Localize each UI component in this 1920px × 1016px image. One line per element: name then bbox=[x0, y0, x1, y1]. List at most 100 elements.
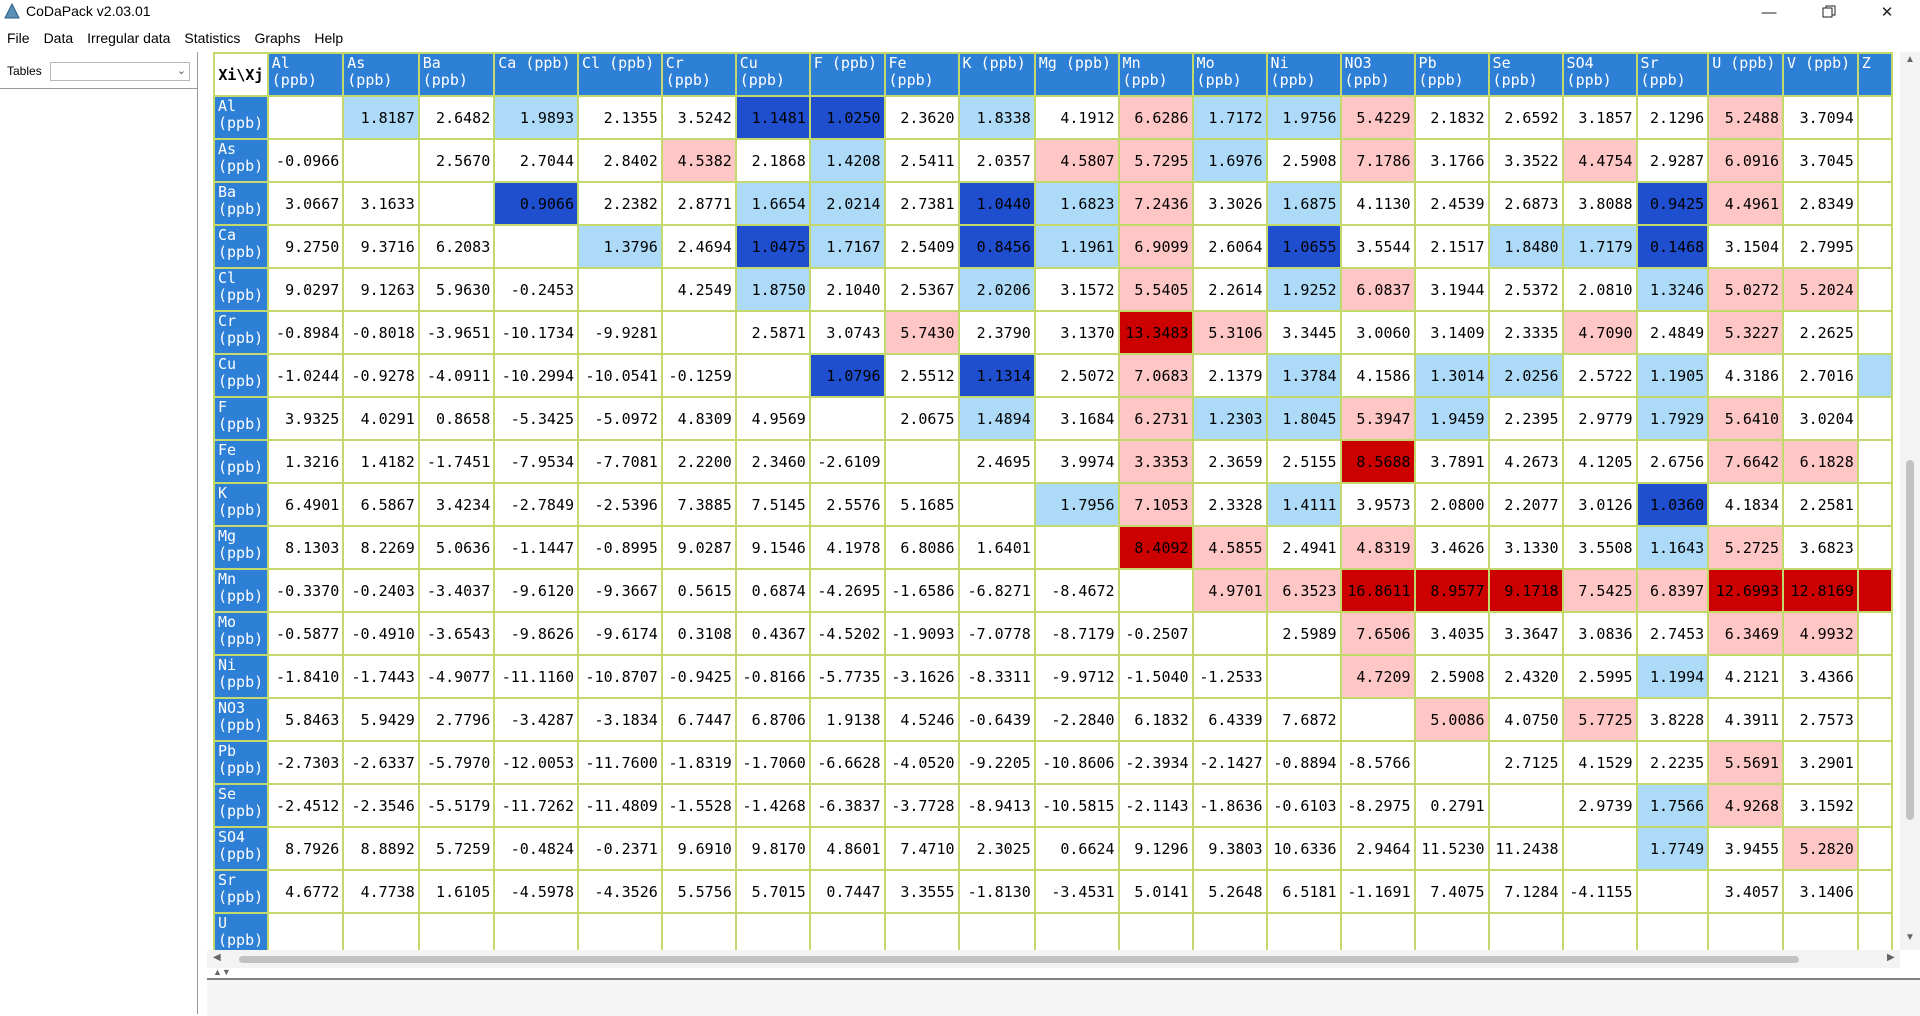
matrix-cell[interactable]: 2.6064 bbox=[1191, 224, 1268, 269]
matrix-cell[interactable]: 5.7015 bbox=[734, 869, 811, 914]
row-header[interactable]: Al (ppb) bbox=[213, 95, 269, 140]
matrix-cell[interactable]: 6.0837 bbox=[1339, 267, 1416, 312]
matrix-cell[interactable]: -3.4287 bbox=[493, 697, 579, 742]
matrix-cell[interactable] bbox=[1856, 310, 1893, 355]
matrix-cell[interactable]: 1.0796 bbox=[808, 353, 886, 398]
matrix-cell[interactable]: 5.0141 bbox=[1117, 869, 1194, 914]
row-header[interactable]: Mo (ppb) bbox=[213, 611, 269, 656]
matrix-cell[interactable]: -1.7443 bbox=[342, 654, 420, 699]
matrix-cell[interactable]: 1.3796 bbox=[577, 224, 663, 269]
matrix-cell[interactable]: 3.9974 bbox=[1033, 439, 1120, 484]
matrix-cell[interactable]: 5.7725 bbox=[1561, 697, 1638, 742]
matrix-cell[interactable]: 3.4035 bbox=[1413, 611, 1490, 656]
matrix-cell[interactable]: 3.1944 bbox=[1413, 267, 1490, 312]
matrix-cell[interactable]: 8.7926 bbox=[266, 826, 345, 871]
matrix-cell[interactable]: 2.6592 bbox=[1487, 95, 1564, 140]
matrix-cell[interactable] bbox=[1856, 95, 1893, 140]
matrix-cell[interactable]: 9.2750 bbox=[266, 224, 345, 269]
matrix-cell[interactable] bbox=[1856, 697, 1893, 742]
matrix-cell[interactable]: 3.7891 bbox=[1413, 439, 1490, 484]
matrix-cell[interactable] bbox=[577, 912, 663, 950]
matrix-cell[interactable] bbox=[1856, 826, 1893, 871]
matrix-cell[interactable]: 9.1546 bbox=[734, 525, 811, 570]
matrix-cell[interactable]: 6.8086 bbox=[883, 525, 960, 570]
matrix-cell[interactable]: 7.6872 bbox=[1265, 697, 1342, 742]
row-header[interactable]: Mg (ppb) bbox=[213, 525, 269, 570]
matrix-cell[interactable]: 2.6756 bbox=[1635, 439, 1710, 484]
matrix-cell[interactable]: 1.8750 bbox=[734, 267, 811, 312]
matrix-cell[interactable] bbox=[957, 482, 1036, 527]
matrix-cell[interactable]: 8.4092 bbox=[1117, 525, 1194, 570]
matrix-cell[interactable]: 2.8402 bbox=[577, 138, 663, 183]
matrix-cell[interactable]: 4.1529 bbox=[1561, 740, 1638, 785]
column-header[interactable]: As (ppb) bbox=[342, 52, 420, 97]
matrix-cell[interactable]: 1.7566 bbox=[1635, 783, 1710, 828]
matrix-cell[interactable]: 2.0800 bbox=[1413, 482, 1490, 527]
matrix-cell[interactable]: 3.0743 bbox=[808, 310, 886, 355]
matrix-cell[interactable]: 2.3790 bbox=[957, 310, 1036, 355]
column-header[interactable]: Ni (ppb) bbox=[1265, 52, 1342, 97]
matrix-cell[interactable]: -0.2453 bbox=[493, 267, 579, 312]
matrix-cell[interactable]: 2.4941 bbox=[1265, 525, 1342, 570]
matrix-cell[interactable]: 1.9893 bbox=[493, 95, 579, 140]
matrix-cell[interactable]: 3.1330 bbox=[1487, 525, 1564, 570]
matrix-cell[interactable]: 2.5155 bbox=[1265, 439, 1342, 484]
matrix-cell[interactable]: 6.8706 bbox=[734, 697, 811, 742]
matrix-cell[interactable]: -2.7849 bbox=[493, 482, 579, 527]
matrix-cell[interactable] bbox=[808, 912, 886, 950]
matrix-cell[interactable]: -0.2507 bbox=[1117, 611, 1194, 656]
matrix-cell[interactable]: 3.1684 bbox=[1033, 396, 1120, 441]
matrix-cell[interactable]: -0.8995 bbox=[577, 525, 663, 570]
matrix-cell[interactable]: 3.0836 bbox=[1561, 611, 1638, 656]
matrix-cell[interactable]: -1.4268 bbox=[734, 783, 811, 828]
matrix-cell[interactable]: 6.2083 bbox=[417, 224, 496, 269]
matrix-cell[interactable]: 11.5230 bbox=[1413, 826, 1490, 871]
matrix-cell[interactable]: -4.5202 bbox=[808, 611, 886, 656]
matrix-cell[interactable] bbox=[1487, 783, 1564, 828]
matrix-cell[interactable]: -4.5978 bbox=[493, 869, 579, 914]
matrix-cell[interactable]: 1.0360 bbox=[1635, 482, 1710, 527]
matrix-cell[interactable]: 3.1572 bbox=[1033, 267, 1120, 312]
matrix-cell[interactable]: 7.0683 bbox=[1117, 353, 1194, 398]
matrix-cell[interactable]: -8.5766 bbox=[1339, 740, 1416, 785]
matrix-cell[interactable]: 2.5871 bbox=[734, 310, 811, 355]
matrix-cell[interactable] bbox=[1413, 740, 1490, 785]
matrix-cell[interactable]: -0.1259 bbox=[660, 353, 737, 398]
matrix-cell[interactable]: 1.3014 bbox=[1413, 353, 1490, 398]
column-header[interactable]: Ba (ppb) bbox=[417, 52, 496, 97]
row-header[interactable]: Ca (ppb) bbox=[213, 224, 269, 269]
matrix-cell[interactable]: 3.1406 bbox=[1781, 869, 1859, 914]
row-header[interactable]: Cu (ppb) bbox=[213, 353, 269, 398]
matrix-cell[interactable]: 2.7125 bbox=[1487, 740, 1564, 785]
row-header[interactable]: Se (ppb) bbox=[213, 783, 269, 828]
matrix-cell[interactable]: 1.3246 bbox=[1635, 267, 1710, 312]
matrix-cell[interactable]: -0.0966 bbox=[266, 138, 345, 183]
matrix-cell[interactable]: 5.9630 bbox=[417, 267, 496, 312]
matrix-cell[interactable]: 2.9779 bbox=[1561, 396, 1638, 441]
matrix-cell[interactable]: 2.4694 bbox=[660, 224, 737, 269]
matrix-cell[interactable]: 3.8228 bbox=[1635, 697, 1710, 742]
matrix-cell[interactable]: 0.3108 bbox=[660, 611, 737, 656]
matrix-cell[interactable] bbox=[660, 912, 737, 950]
matrix-cell[interactable]: 4.7209 bbox=[1339, 654, 1416, 699]
matrix-cell[interactable]: 5.2648 bbox=[1191, 869, 1268, 914]
matrix-cell[interactable]: 1.9138 bbox=[808, 697, 886, 742]
matrix-cell[interactable]: -2.1143 bbox=[1117, 783, 1194, 828]
matrix-cell[interactable]: 5.3947 bbox=[1339, 396, 1416, 441]
matrix-cell[interactable]: 6.5181 bbox=[1265, 869, 1342, 914]
matrix-cell[interactable]: 4.0750 bbox=[1487, 697, 1564, 742]
matrix-cell[interactable]: 3.0060 bbox=[1339, 310, 1416, 355]
matrix-cell[interactable]: 1.4182 bbox=[342, 439, 420, 484]
matrix-cell[interactable]: 5.1685 bbox=[883, 482, 960, 527]
matrix-cell[interactable]: 2.2077 bbox=[1487, 482, 1564, 527]
matrix-cell[interactable] bbox=[342, 138, 420, 183]
matrix-cell[interactable]: 3.1409 bbox=[1413, 310, 1490, 355]
matrix-cell[interactable]: -1.9093 bbox=[883, 611, 960, 656]
matrix-cell[interactable]: 9.1718 bbox=[1487, 568, 1564, 613]
matrix-cell[interactable]: 2.2395 bbox=[1487, 396, 1564, 441]
menu-file[interactable]: File bbox=[7, 30, 30, 46]
matrix-cell[interactable]: 5.6410 bbox=[1707, 396, 1784, 441]
column-header[interactable]: F (ppb) bbox=[808, 52, 886, 97]
matrix-cell[interactable]: 4.5246 bbox=[883, 697, 960, 742]
matrix-cell[interactable]: 2.0256 bbox=[1487, 353, 1564, 398]
